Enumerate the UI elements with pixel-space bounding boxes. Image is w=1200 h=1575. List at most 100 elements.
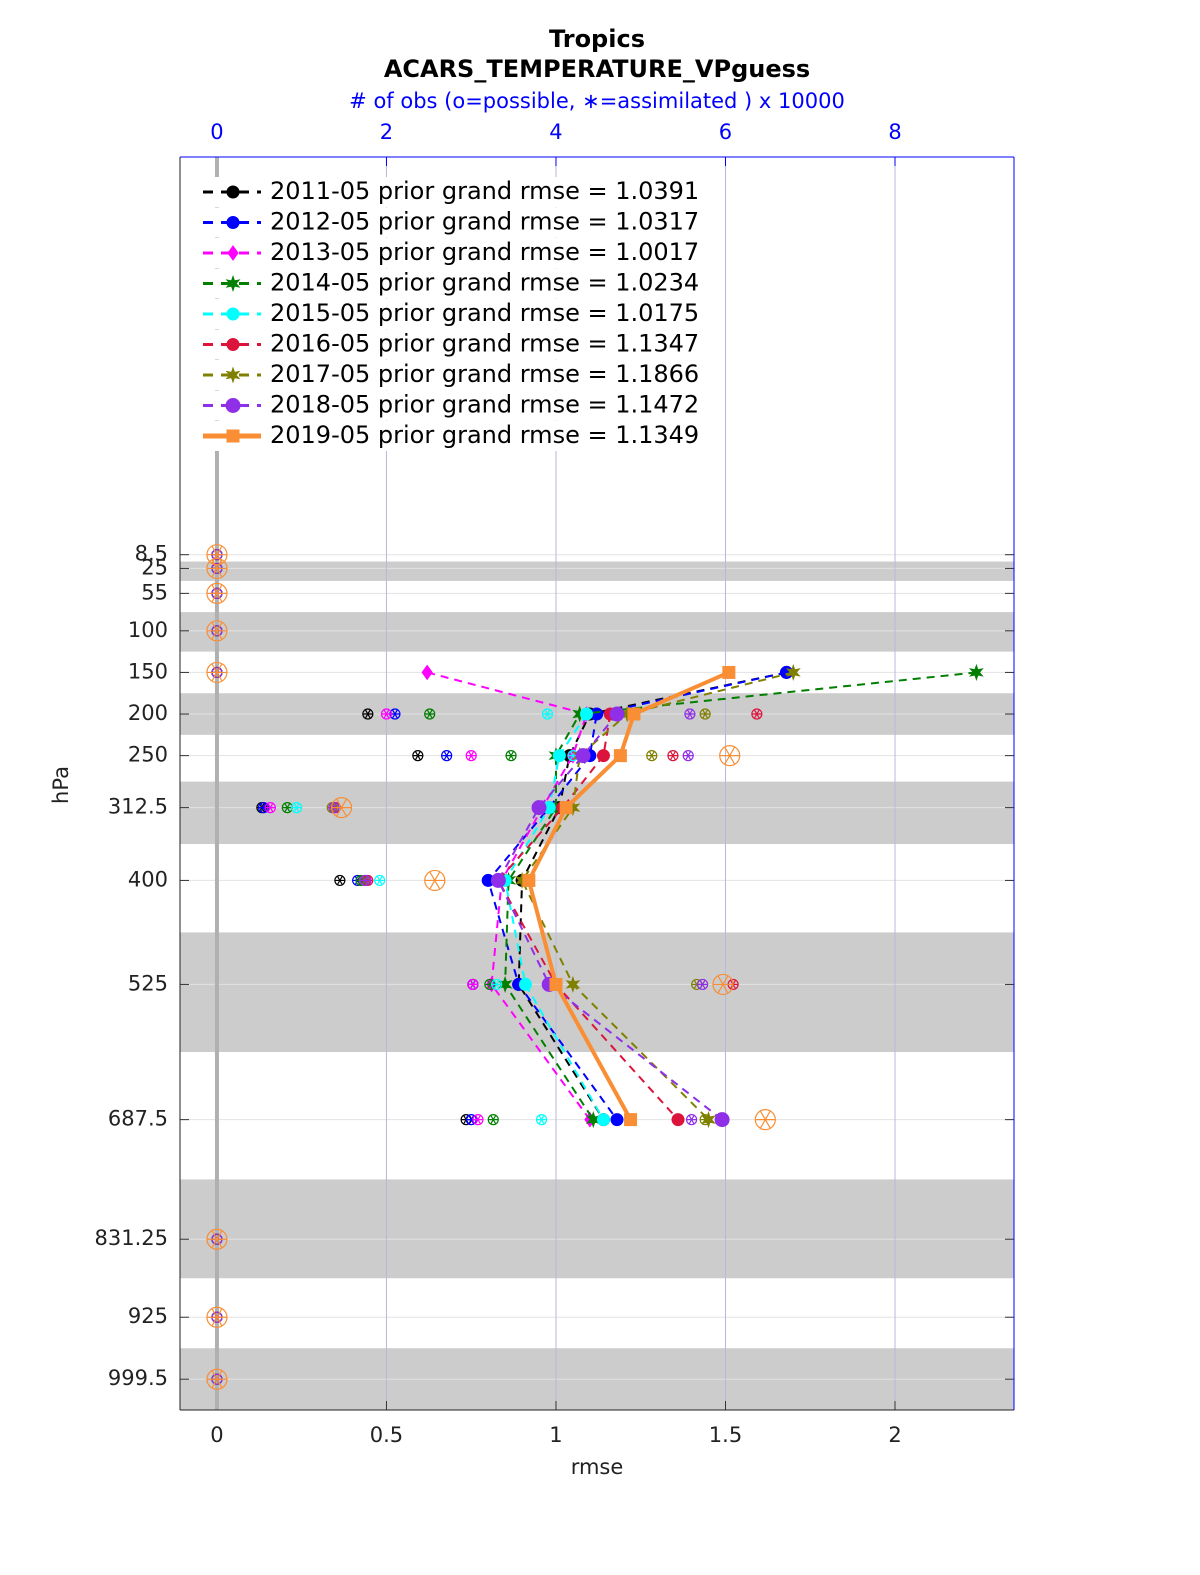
obs-assimilated xyxy=(291,802,302,813)
legend-marker xyxy=(226,338,240,351)
x2-tick-label: 2 xyxy=(380,120,393,144)
obs-assimilated xyxy=(374,875,385,886)
obs-assimilated xyxy=(488,1114,499,1125)
obs-assimilated xyxy=(412,750,423,761)
obs-assimilated xyxy=(334,875,345,886)
obs-assimilated xyxy=(206,621,227,640)
legend-marker xyxy=(225,398,241,413)
obs-assimilated xyxy=(206,1370,227,1389)
data-point xyxy=(596,1113,610,1127)
x-tick-label: 1 xyxy=(549,1423,562,1447)
obs-assimilated xyxy=(206,663,227,682)
obs-assimilated xyxy=(466,750,477,761)
obs-assimilated xyxy=(751,709,762,719)
series-line xyxy=(497,713,723,1121)
obs-assimilated xyxy=(686,1114,697,1125)
data-point xyxy=(518,977,532,991)
series-line xyxy=(497,713,679,1121)
data-point xyxy=(968,663,984,681)
obs-assimilated xyxy=(684,709,695,719)
obs-assimilated xyxy=(206,1308,227,1327)
obs-assimilated xyxy=(542,709,553,719)
legend-marker xyxy=(226,185,240,199)
legend-marker xyxy=(225,366,241,384)
obs-assimilated xyxy=(265,802,276,813)
x-tick-label: 2 xyxy=(888,1423,901,1447)
legend-label: 2013-05 prior grand rmse = 1.0017 xyxy=(270,238,699,266)
chart-subtitle: ACARS_TEMPERATURE_VPguess xyxy=(384,55,810,83)
data-point xyxy=(785,663,801,681)
obs-assimilated xyxy=(282,802,293,813)
legend-bg xyxy=(267,238,717,268)
data-point xyxy=(613,749,627,763)
legend-marker xyxy=(225,274,241,293)
data-point xyxy=(627,707,641,721)
legend-label: 2018-05 prior grand rmse = 1.1472 xyxy=(270,391,699,419)
data-point xyxy=(421,664,433,681)
data-point xyxy=(610,1113,624,1127)
series-line xyxy=(504,713,605,1121)
obs-assimilated xyxy=(424,709,435,719)
legend-label: 2017-05 prior grand rmse = 1.1866 xyxy=(270,360,699,388)
data-point xyxy=(624,1113,638,1127)
y-tick-label: 831.25 xyxy=(95,1226,168,1250)
y-tick-label: 100 xyxy=(128,618,168,642)
legend-marker xyxy=(227,245,239,261)
legend-label: 2016-05 prior grand rmse = 1.1347 xyxy=(270,330,699,358)
obs-assimilated xyxy=(719,746,740,765)
y-tick-label: 687.5 xyxy=(108,1107,168,1131)
obs-assimilated xyxy=(683,750,694,761)
level-band xyxy=(180,781,1014,845)
y-tick-label: 250 xyxy=(128,743,168,767)
legend-label: 2015-05 prior grand rmse = 1.0175 xyxy=(270,299,699,327)
legend-label: 2014-05 prior grand rmse = 1.0234 xyxy=(270,269,699,297)
y-tick-label: 525 xyxy=(128,971,168,995)
data-point xyxy=(559,801,573,815)
obs-assimilated xyxy=(536,1114,547,1125)
data-point xyxy=(714,1112,730,1128)
obs-assimilated xyxy=(206,545,227,564)
obs-assimilated xyxy=(424,871,445,890)
legend-bg xyxy=(267,390,717,421)
legend-label: 2011-05 prior grand rmse = 1.0391 xyxy=(270,177,699,205)
x2-axis-label: # of obs (o=possible, ∗=assimilated ) x … xyxy=(349,89,845,113)
obs-assimilated xyxy=(331,798,352,817)
data-point xyxy=(722,665,736,679)
legend-bg xyxy=(267,421,717,451)
y-tick-label: 55 xyxy=(141,580,168,604)
legend-bg xyxy=(267,177,717,207)
data-point xyxy=(490,872,506,888)
data-point xyxy=(565,975,581,993)
data-point xyxy=(671,1113,685,1127)
x-axis-label: rmse xyxy=(571,1455,624,1479)
legend-bg xyxy=(267,268,717,299)
data-point xyxy=(579,707,593,721)
x2-tick-label: 6 xyxy=(719,120,732,144)
obs-assimilated xyxy=(506,750,517,761)
data-point xyxy=(549,977,563,991)
legend-bg xyxy=(267,329,717,360)
y-tick-label: 25 xyxy=(141,555,168,579)
y-tick-label: 999.5 xyxy=(108,1366,168,1390)
legend-marker xyxy=(226,307,240,321)
y-tick-label: 312.5 xyxy=(108,795,168,819)
level-band xyxy=(180,612,1014,652)
y-tick-label: 150 xyxy=(128,659,168,683)
obs-assimilated xyxy=(381,709,392,719)
x-tick-label: 0.5 xyxy=(370,1423,403,1447)
y-tick-label: 925 xyxy=(128,1304,168,1328)
legend-bg xyxy=(267,299,717,329)
y-tick-label: 8.5 xyxy=(135,542,168,566)
chart-title: Tropics xyxy=(549,25,645,53)
y-tick-label: 200 xyxy=(128,701,168,725)
data-point xyxy=(701,1111,716,1129)
obs-assimilated xyxy=(206,584,227,603)
y-tick-label: 400 xyxy=(128,867,168,891)
legend-label: 2012-05 prior grand rmse = 1.0317 xyxy=(270,208,699,236)
level-band xyxy=(180,1179,1014,1279)
obs-assimilated xyxy=(755,1110,776,1129)
obs-assimilated xyxy=(712,975,733,994)
data-point xyxy=(596,749,610,763)
